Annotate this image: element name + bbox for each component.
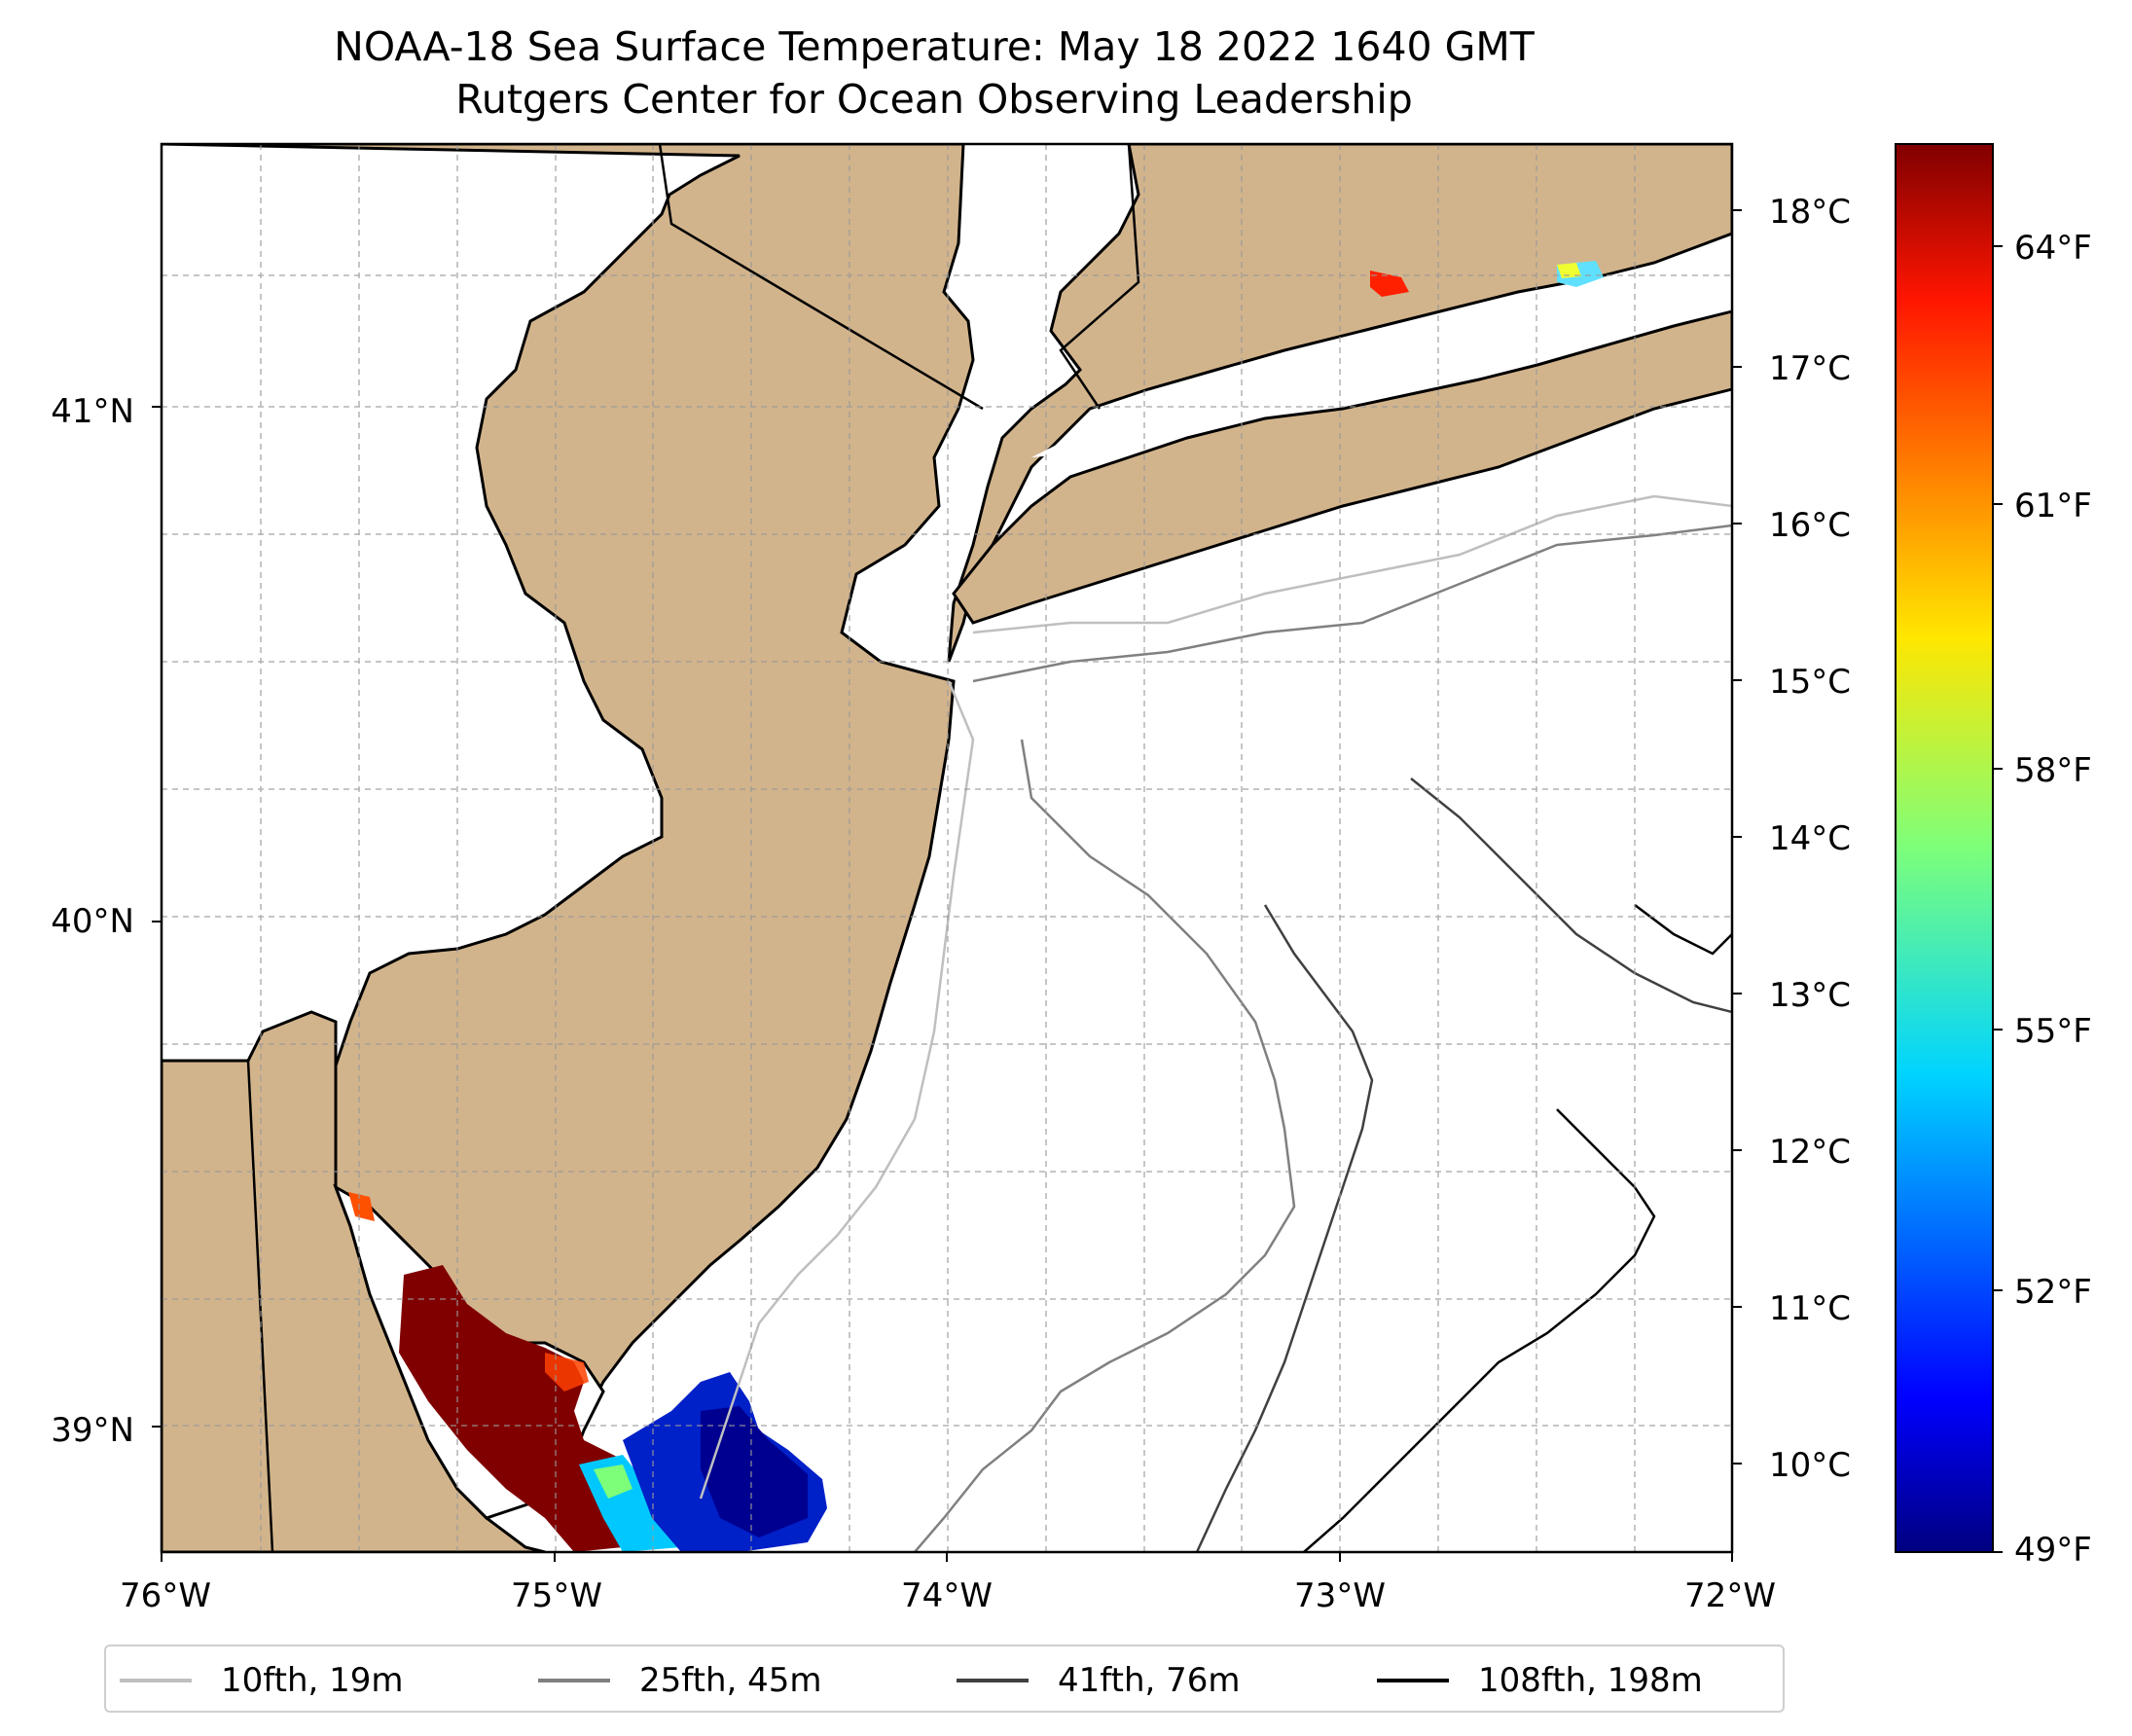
sst-patch-cool-core — [701, 1406, 808, 1537]
border-ny-nj — [658, 144, 984, 411]
legend-swatch — [120, 1679, 192, 1682]
colorbar-celsius-label: 13°C — [1769, 976, 1852, 1015]
y-tick-label: 41°N — [51, 392, 134, 431]
colorbar-fahrenheit-label: 58°F — [2014, 751, 2092, 790]
sst-patch-upper-bay-warm — [348, 1192, 375, 1221]
legend-label: 25fth, 45m — [639, 1661, 822, 1700]
colorbar-fahrenheit-ticks — [1993, 245, 2003, 1553]
x-tick-label: 76°W — [120, 1576, 211, 1615]
legend-item-108fth: 108fth, 198m — [1377, 1646, 1703, 1715]
sst-patch-north-fork-warm — [1370, 271, 1409, 297]
contour-legend: 10fth, 19m 25fth, 45m 41fth, 76m 108fth,… — [104, 1645, 1785, 1713]
sst-patch-warm-delaware-bay — [399, 1265, 642, 1552]
colorbar-celsius-label: 11°C — [1769, 1289, 1852, 1328]
sst-patch-cool-green — [594, 1465, 632, 1499]
x-tick-label: 72°W — [1684, 1576, 1776, 1615]
legend-label: 41fth, 76m — [1058, 1661, 1241, 1700]
border-ny-ct — [1059, 144, 1140, 410]
colorbar-fahrenheit-label: 55°F — [2014, 1012, 2092, 1051]
contour-10fth — [699, 494, 1732, 1500]
colorbar-fahrenheit-label: 64°F — [2014, 229, 2092, 268]
colorbar — [1895, 143, 1994, 1553]
sst-patch-north-fork-yellow — [1557, 263, 1581, 278]
y-tick-label: 40°N — [51, 902, 134, 941]
colorbar-celsius-label: 16°C — [1769, 506, 1852, 545]
border-de-md — [246, 1060, 274, 1552]
legend-item-41fth: 41fth, 76m — [957, 1646, 1241, 1715]
y-tick-marks — [152, 406, 162, 1428]
colorbar-fahrenheit-label: 61°F — [2014, 487, 2092, 525]
legend-item-10fth: 10fth, 19m — [120, 1646, 404, 1715]
contour-25fth — [914, 524, 1732, 1552]
x-tick-label: 75°W — [511, 1576, 602, 1615]
y-tick-label: 39°N — [51, 1411, 134, 1450]
x-tick-label: 74°W — [901, 1576, 993, 1615]
gridlines — [162, 144, 1732, 1552]
contour-41fth — [1195, 778, 1732, 1552]
x-tick-label: 73°W — [1294, 1576, 1386, 1615]
colorbar-celsius-ticks — [1732, 209, 1742, 1465]
colorbar-celsius-label: 10°C — [1769, 1446, 1852, 1485]
legend-label: 10fth, 19m — [221, 1661, 404, 1700]
long-island-sound — [1031, 263, 1732, 457]
legend-label: 108fth, 198m — [1478, 1661, 1703, 1700]
colorbar-fahrenheit-label: 49°F — [2014, 1531, 2092, 1570]
x-tick-marks — [161, 1552, 1733, 1562]
figure-subtitle: Rutgers Center for Ocean Observing Leade… — [455, 76, 1413, 123]
figure-title: NOAA-18 Sea Surface Temperature: May 18 … — [334, 23, 1535, 70]
colorbar-celsius-label: 14°C — [1769, 819, 1852, 858]
legend-swatch — [538, 1679, 610, 1682]
colorbar-celsius-label: 18°C — [1769, 193, 1852, 232]
sst-patch-warm-edge — [545, 1353, 589, 1392]
legend-item-25fth: 25fth, 45m — [538, 1646, 822, 1715]
colorbar-fahrenheit-label: 52°F — [2014, 1273, 2092, 1312]
colorbar-celsius-label: 17°C — [1769, 349, 1852, 388]
colorbar-celsius-label: 12°C — [1769, 1133, 1852, 1172]
colorbar-celsius-label: 15°C — [1769, 663, 1852, 702]
land-long-island — [952, 309, 1732, 625]
legend-swatch — [1377, 1679, 1449, 1682]
legend-swatch — [957, 1679, 1029, 1682]
